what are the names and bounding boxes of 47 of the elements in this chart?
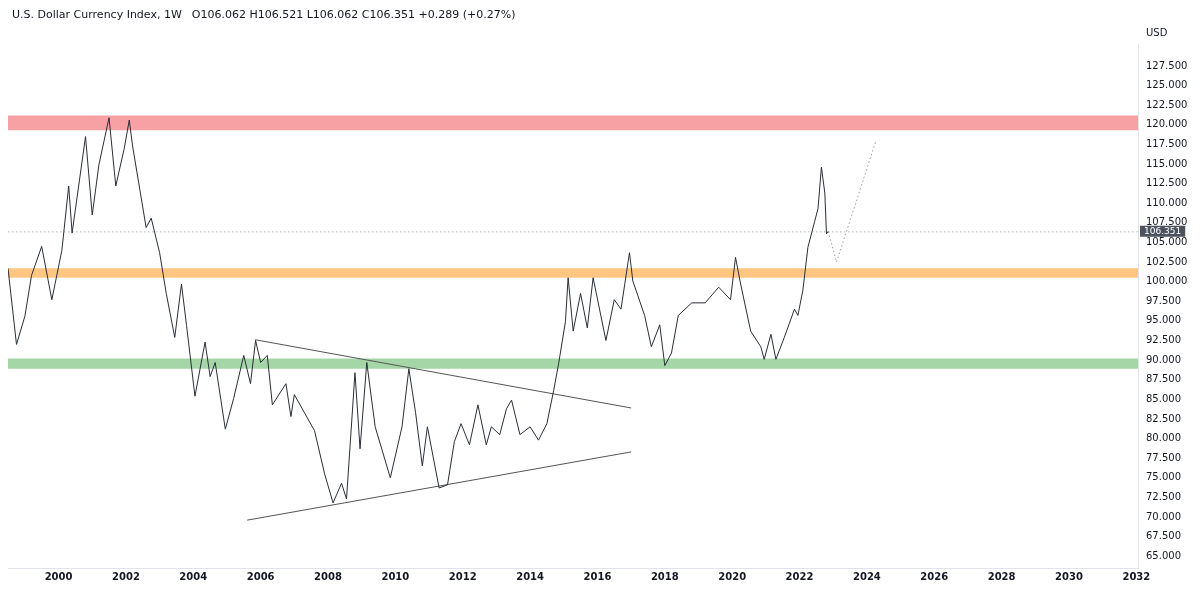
- x-tick-label: 2010: [381, 570, 410, 582]
- x-tick-label: 2002: [112, 570, 140, 582]
- y-tick-label: 92.500: [1146, 334, 1181, 346]
- y-tick-label: 117.500: [1146, 138, 1188, 149]
- y-tick-label: 107.500: [1146, 216, 1188, 228]
- x-tick-label: 2016: [583, 570, 612, 582]
- x-tick-label: 2018: [650, 570, 679, 582]
- y-tick-label: 102.500: [1146, 255, 1188, 267]
- y-tick-label: 75.000: [1146, 471, 1181, 483]
- x-tick-label: 2000: [44, 570, 73, 582]
- y-tick-label: 120.000: [1146, 118, 1188, 130]
- y-tick-label: 70.000: [1146, 510, 1181, 522]
- x-tick-label: 2020: [718, 570, 747, 582]
- y-tick-label: 105.000: [1146, 236, 1188, 248]
- y-tick-label: 72.500: [1146, 490, 1181, 502]
- y-axis-title: USD: [1146, 26, 1168, 38]
- y-tick-label: 127.500: [1146, 59, 1188, 71]
- x-tick-label: 2012: [448, 570, 477, 582]
- x-tick-label: 2014: [516, 570, 545, 582]
- x-tick-label: 2024: [852, 570, 881, 582]
- y-tick-label: 97.500: [1146, 294, 1181, 306]
- chart-subtitle: O106.062 H106.521 L106.062 C106.351 +0.289 (+0.27%): [191, 8, 516, 21]
- x-tick-label: 2032: [1122, 570, 1151, 582]
- y-tick-label: 82.500: [1146, 412, 1181, 424]
- x-tick-label: 2030: [1055, 570, 1083, 582]
- y-tick-label: 122.500: [1146, 98, 1188, 110]
- x-tick-label: 2026: [920, 570, 949, 582]
- y-tick-label: 85.000: [1146, 392, 1181, 404]
- y-tick-label: 125.000: [1146, 79, 1188, 91]
- y-tick-label: 80.000: [1146, 432, 1181, 444]
- y-tick-label: 65.000: [1146, 549, 1181, 561]
- y-tick-label: 87.500: [1146, 373, 1181, 385]
- y-tick-label: 112.500: [1146, 177, 1188, 189]
- x-tick-label: 2028: [987, 570, 1016, 582]
- ref-line-label: 106.351: [1144, 226, 1182, 237]
- x-tick-label: 2008: [314, 570, 342, 582]
- y-tick-label: 95.000: [1146, 314, 1181, 326]
- y-tick-label: 67.500: [1146, 530, 1181, 542]
- x-tick-label: 2022: [785, 570, 814, 582]
- y-tick-label: 110.000: [1146, 196, 1188, 208]
- y-tick-label: 100.000: [1146, 275, 1188, 287]
- x-tick-label: 2006: [246, 570, 275, 582]
- y-tick-label: 90.000: [1146, 353, 1181, 365]
- y-tick-label: 77.500: [1146, 451, 1181, 463]
- y-tick-label: 115.000: [1146, 157, 1188, 169]
- x-tick-label: 2004: [179, 570, 208, 582]
- chart-title: U.S. Dollar Currency Index, 1W: [12, 8, 182, 21]
